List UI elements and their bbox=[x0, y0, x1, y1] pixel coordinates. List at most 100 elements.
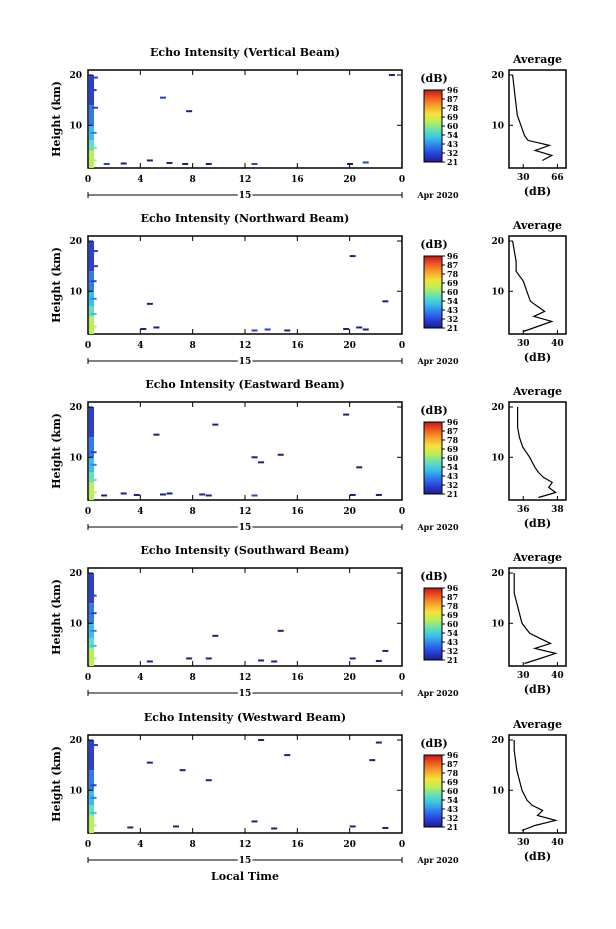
x-axis-label: Local Time bbox=[211, 870, 279, 883]
avg-title: Average bbox=[512, 219, 562, 232]
avg-axes-frame bbox=[508, 567, 567, 667]
colorbar-unit: (dB) bbox=[420, 72, 447, 85]
avg-x-axis-label: (dB) bbox=[524, 683, 551, 696]
avg-title: Average bbox=[512, 551, 562, 564]
colorbar-tick-label: 78 bbox=[447, 103, 459, 113]
echo-point bbox=[182, 162, 189, 165]
main-axes-frame bbox=[87, 734, 403, 834]
day-label: 15 bbox=[239, 689, 252, 699]
echo-column-segment bbox=[89, 150, 94, 168]
echo-point bbox=[251, 494, 258, 497]
echo-point bbox=[159, 493, 166, 496]
panel-4: Echo Intensity (Westward Beam) 0 4 8 12 16 20 0… bbox=[50, 711, 567, 868]
colorbar-tick-label: 43 bbox=[447, 804, 459, 814]
x-tick-label: 0 bbox=[85, 673, 91, 683]
colorbar-tick-label: 60 bbox=[447, 121, 459, 131]
avg-x-axis-label: (dB) bbox=[524, 517, 551, 530]
echo-column-segment bbox=[89, 638, 94, 649]
echo-point bbox=[153, 326, 160, 329]
avg-x-tick-label: 30 bbox=[517, 339, 530, 349]
echo-point bbox=[90, 824, 97, 827]
echo-point bbox=[375, 493, 382, 496]
x-tick-label: 12 bbox=[239, 341, 252, 351]
x-tick-label: 4 bbox=[137, 673, 143, 683]
echo-point bbox=[90, 644, 97, 647]
echo-point bbox=[271, 660, 278, 663]
avg-profile-line bbox=[512, 74, 554, 162]
echo-point bbox=[375, 659, 382, 662]
avg-y-tick-label: 20 bbox=[491, 71, 504, 81]
colorbar bbox=[423, 587, 443, 661]
avg-y-tick-label: 10 bbox=[491, 786, 504, 796]
x-tick-label: 0 bbox=[85, 175, 91, 185]
colorbar-unit: (dB) bbox=[420, 737, 447, 750]
x-tick-label: 0 bbox=[399, 673, 405, 683]
echo-point bbox=[103, 162, 110, 165]
colorbar-tick-label: 32 bbox=[447, 314, 458, 324]
avg-axes-frame bbox=[508, 235, 567, 335]
y-tick-label: 10 bbox=[69, 287, 82, 297]
echo-column-segment bbox=[89, 407, 94, 438]
echo-column-segment bbox=[89, 770, 94, 791]
date-label: Apr 2020 bbox=[416, 190, 459, 200]
colorbar-tick-label: 54 bbox=[447, 628, 459, 638]
echo-point bbox=[146, 660, 153, 663]
colorbar-tick-label: 96 bbox=[447, 583, 459, 593]
colorbar-tick-label: 54 bbox=[447, 795, 459, 805]
colorbar-tick-label: 87 bbox=[447, 260, 458, 270]
x-tick-label: 16 bbox=[291, 341, 304, 351]
x-tick-label: 16 bbox=[291, 840, 304, 850]
echo-point bbox=[382, 826, 389, 829]
y-tick-label: 20 bbox=[69, 71, 82, 81]
main-axes-frame bbox=[87, 235, 403, 335]
x-tick-label: 4 bbox=[137, 507, 143, 517]
colorbar bbox=[423, 754, 443, 828]
avg-x-axis-label: (dB) bbox=[524, 185, 551, 198]
main-axes-frame bbox=[87, 401, 403, 501]
x-tick-label: 0 bbox=[399, 840, 405, 850]
avg-x-tick-label: 30 bbox=[517, 173, 530, 183]
echo-point bbox=[91, 250, 98, 253]
avg-axes-frame bbox=[508, 69, 567, 169]
echo-point bbox=[179, 769, 186, 772]
colorbar-tick-label: 32 bbox=[447, 480, 458, 490]
x-tick-label: 0 bbox=[399, 507, 405, 517]
echo-point bbox=[146, 159, 153, 162]
echo-point bbox=[91, 265, 98, 268]
y-tick-label: 10 bbox=[69, 786, 82, 796]
x-tick-label: 0 bbox=[399, 175, 405, 185]
day-label: 15 bbox=[239, 191, 252, 201]
y-tick-label: 20 bbox=[69, 569, 82, 579]
colorbar-tick-label: 60 bbox=[447, 453, 459, 463]
x-tick-label: 8 bbox=[190, 673, 196, 683]
echo-column-segment bbox=[89, 573, 94, 604]
colorbar-tick-label: 69 bbox=[447, 444, 459, 454]
x-tick-label: 16 bbox=[291, 507, 304, 517]
echo-point bbox=[205, 657, 212, 660]
echo-column-segment bbox=[89, 316, 94, 334]
colorbar-tick-label: 32 bbox=[447, 148, 458, 158]
echo-point bbox=[90, 784, 97, 787]
y-tick-label: 10 bbox=[69, 619, 82, 629]
x-tick-label: 8 bbox=[190, 175, 196, 185]
echo-point bbox=[212, 634, 219, 637]
colorbar-tick-label: 87 bbox=[447, 426, 458, 436]
colorbar-tick-label: 69 bbox=[447, 112, 459, 122]
colorbar-tick-label: 32 bbox=[447, 646, 458, 656]
echo-point bbox=[186, 110, 193, 113]
echo-point bbox=[362, 328, 369, 331]
echo-point bbox=[277, 629, 284, 632]
echo-point bbox=[205, 162, 212, 165]
echo-point bbox=[120, 492, 127, 495]
echo-point bbox=[159, 96, 166, 99]
echo-point bbox=[90, 478, 97, 481]
echo-point bbox=[91, 744, 98, 747]
avg-x-tick-label: 40 bbox=[551, 838, 564, 848]
echo-point bbox=[349, 493, 356, 496]
echo-point bbox=[251, 820, 258, 823]
echo-point bbox=[356, 466, 363, 469]
avg-x-tick-label: 30 bbox=[517, 838, 530, 848]
colorbar-tick-label: 96 bbox=[447, 251, 459, 261]
avg-title: Average bbox=[512, 53, 562, 66]
colorbar-tick-label: 69 bbox=[447, 777, 459, 787]
